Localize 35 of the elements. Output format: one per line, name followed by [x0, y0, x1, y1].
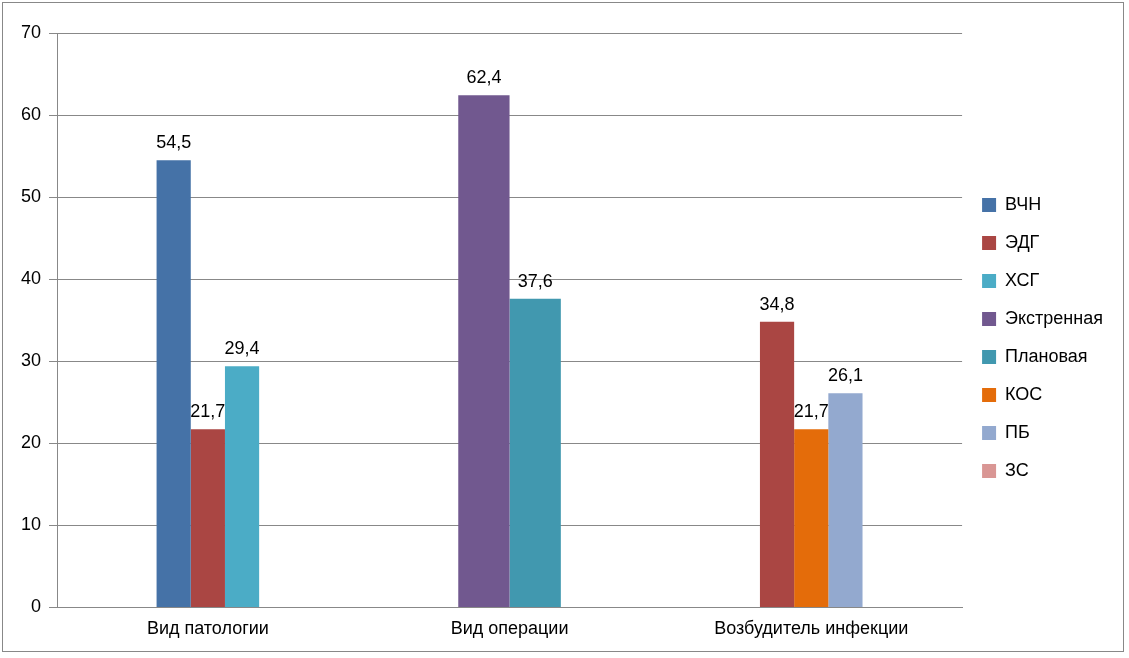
- y-tick-label: 70: [20, 21, 42, 42]
- data-label: 26,1: [827, 365, 863, 386]
- y-tick-label: 0: [31, 596, 42, 617]
- legend-label: ЗС: [1005, 459, 1029, 480]
- legend-label: ПБ: [1005, 421, 1030, 442]
- legend-label: КОС: [1005, 383, 1043, 404]
- x-tick-label: Вид операции: [450, 618, 569, 639]
- x-tick-label: Возбудитель инфекции: [714, 618, 909, 639]
- bar: [759, 321, 795, 607]
- x-tick-label: Вид патологии: [146, 618, 269, 639]
- data-label: 54,5: [156, 132, 192, 153]
- bar: [458, 95, 510, 607]
- y-tick-label: 40: [20, 268, 42, 289]
- legend-label: ВЧН: [1005, 193, 1042, 214]
- y-tick-label: 20: [20, 432, 42, 453]
- data-label: 21,7: [793, 401, 829, 422]
- bar: [828, 393, 863, 607]
- data-label: 62,4: [466, 67, 502, 88]
- legend-label: ХСГ: [1005, 269, 1040, 290]
- y-tick-label: 60: [20, 104, 42, 125]
- bar: [794, 429, 829, 607]
- legend-label: Плановая: [1005, 345, 1088, 366]
- bar: [190, 429, 225, 607]
- bar: [224, 366, 260, 607]
- data-label: 21,7: [190, 401, 226, 422]
- bar: [509, 298, 561, 607]
- data-label: 37,6: [517, 270, 553, 291]
- data-label: 34,8: [759, 293, 795, 314]
- y-tick-label: 10: [20, 514, 42, 535]
- data-label: 29,4: [224, 338, 260, 359]
- legend-label: Экстренная: [1005, 307, 1103, 328]
- y-tick-label: 30: [20, 350, 42, 371]
- bar: [156, 160, 191, 607]
- legend-label: ЭДГ: [1005, 231, 1040, 252]
- y-tick-label: 50: [20, 186, 42, 207]
